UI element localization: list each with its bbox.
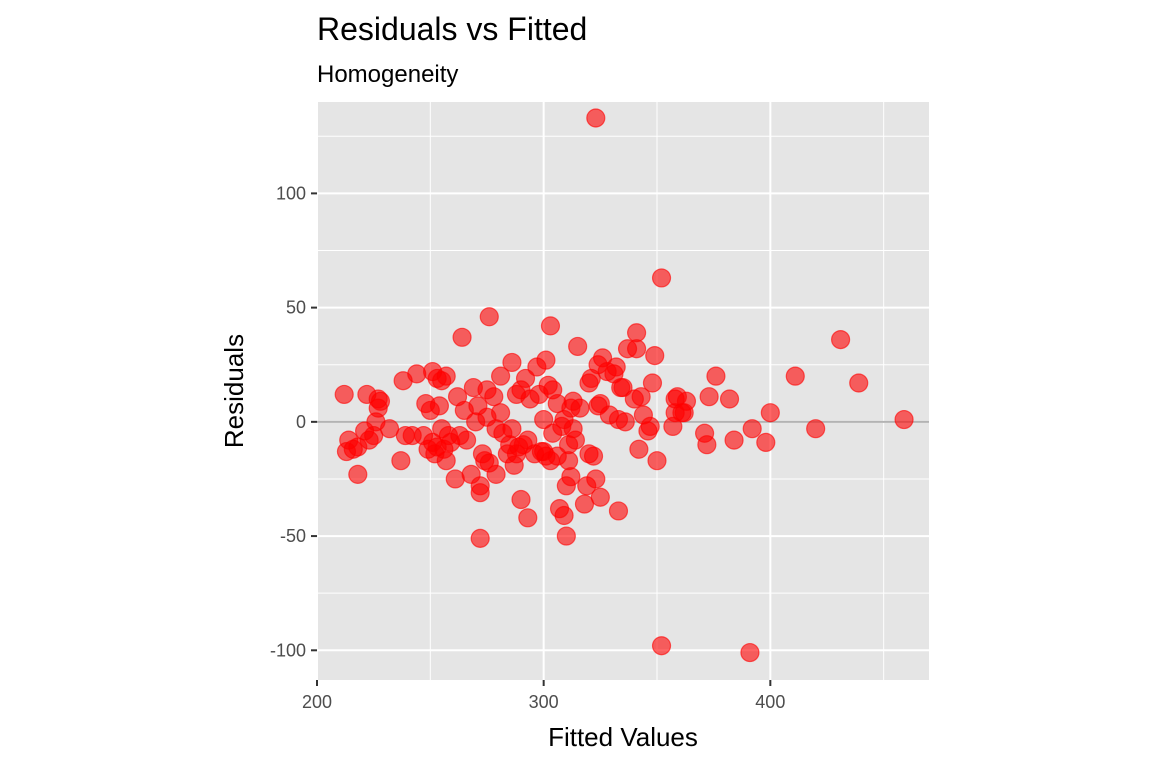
data-point: [583, 446, 604, 466]
data-point: [348, 464, 368, 484]
data-point: [436, 366, 456, 386]
data-point: [676, 391, 697, 411]
y-tick-labels: -100 -50 0 50 100: [270, 183, 306, 660]
data-point: [642, 373, 663, 393]
data-point: [436, 451, 456, 471]
data-point: [570, 398, 590, 418]
data-point: [391, 451, 411, 471]
data-point: [561, 467, 581, 487]
data-point: [586, 108, 606, 128]
data-point: [470, 528, 490, 548]
data-point: [370, 391, 391, 411]
data-point: [830, 329, 851, 350]
data-point: [629, 439, 649, 459]
data-point: [706, 366, 726, 386]
data-point: [785, 366, 805, 386]
data-point: [894, 409, 914, 430]
data-point: [590, 487, 610, 507]
data-point: [540, 316, 561, 336]
data-point: [699, 387, 719, 407]
data-point: [334, 384, 354, 405]
data-point: [457, 430, 477, 450]
y-tick-label: 0: [296, 412, 306, 432]
data-point: [445, 469, 465, 489]
data-point: [568, 336, 588, 357]
data-point: [518, 508, 538, 528]
data-point: [724, 430, 744, 450]
x-tick-label: 400: [755, 692, 785, 712]
data-point: [491, 366, 511, 386]
data-point: [565, 430, 586, 450]
y-tick-label: -100: [270, 640, 306, 660]
y-tick-label: 100: [276, 183, 306, 203]
data-point: [452, 327, 472, 347]
x-tick-labels: 200 300 400: [302, 692, 785, 712]
axis-ticks: [311, 192, 772, 686]
data-point: [740, 642, 760, 663]
data-point: [511, 489, 531, 510]
data-point: [626, 339, 647, 359]
data-point: [484, 387, 504, 407]
data-point: [479, 307, 499, 327]
data-point: [608, 501, 629, 521]
data-point: [534, 409, 554, 430]
x-axis-title: Fitted Values: [548, 722, 698, 752]
data-point: [615, 412, 635, 432]
data-points: [334, 108, 914, 663]
data-point: [502, 419, 522, 439]
data-point: [502, 352, 522, 373]
data-point: [470, 476, 490, 496]
data-point: [515, 368, 536, 389]
y-tick-label: 50: [286, 298, 306, 318]
data-point: [645, 345, 665, 366]
data-point: [651, 268, 672, 288]
data-point: [651, 636, 672, 656]
data-point: [606, 357, 626, 377]
data-point: [849, 373, 869, 393]
data-point: [697, 435, 717, 455]
data-point: [647, 451, 667, 471]
chart-subtitle: Homogeneity: [317, 61, 458, 88]
y-tick-label: -50: [280, 526, 306, 546]
data-point: [429, 396, 449, 416]
data-point: [719, 389, 740, 409]
data-point: [613, 377, 633, 398]
data-point: [756, 432, 776, 453]
chart-title: Residuals vs Fitted: [317, 11, 587, 47]
data-point: [760, 403, 780, 423]
data-point: [407, 364, 427, 384]
data-point: [742, 419, 762, 439]
y-axis-title: Residuals: [219, 334, 249, 448]
data-point: [558, 451, 579, 471]
data-point: [554, 505, 574, 526]
x-tick-label: 200: [302, 692, 332, 712]
data-point: [536, 350, 556, 370]
data-point: [491, 403, 511, 423]
data-point: [806, 419, 826, 439]
data-point: [379, 419, 400, 439]
x-tick-label: 300: [529, 692, 559, 712]
data-point: [556, 526, 576, 546]
data-point: [486, 464, 506, 484]
data-point: [626, 323, 647, 343]
data-point: [586, 469, 606, 489]
data-point: [640, 416, 660, 437]
